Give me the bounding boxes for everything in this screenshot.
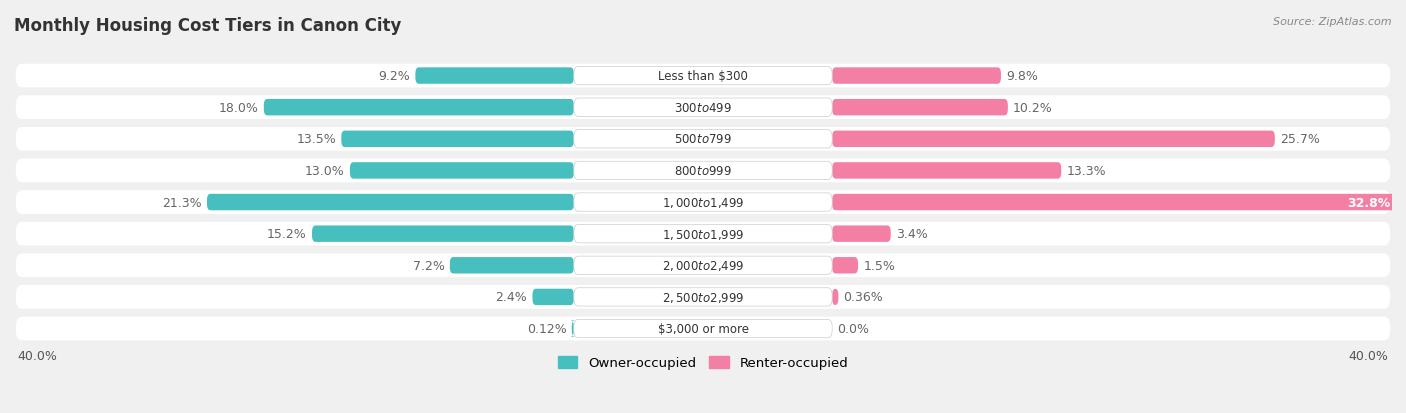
FancyBboxPatch shape xyxy=(574,225,832,243)
Text: Monthly Housing Cost Tiers in Canon City: Monthly Housing Cost Tiers in Canon City xyxy=(14,17,402,34)
Text: 18.0%: 18.0% xyxy=(219,102,259,114)
Text: 9.2%: 9.2% xyxy=(378,70,411,83)
FancyBboxPatch shape xyxy=(450,257,574,274)
Text: Less than $300: Less than $300 xyxy=(658,70,748,83)
FancyBboxPatch shape xyxy=(415,68,574,85)
FancyBboxPatch shape xyxy=(832,163,1062,179)
Text: 13.0%: 13.0% xyxy=(305,164,344,178)
Text: 0.12%: 0.12% xyxy=(527,322,567,335)
FancyBboxPatch shape xyxy=(15,285,1391,309)
FancyBboxPatch shape xyxy=(350,163,574,179)
Text: 25.7%: 25.7% xyxy=(1279,133,1320,146)
Text: 0.36%: 0.36% xyxy=(844,291,883,304)
FancyBboxPatch shape xyxy=(15,254,1391,278)
Text: $2,000 to $2,499: $2,000 to $2,499 xyxy=(662,259,744,273)
FancyBboxPatch shape xyxy=(832,131,1275,148)
Text: 7.2%: 7.2% xyxy=(413,259,444,272)
Text: Source: ZipAtlas.com: Source: ZipAtlas.com xyxy=(1274,17,1392,26)
Text: 15.2%: 15.2% xyxy=(267,228,307,241)
FancyBboxPatch shape xyxy=(832,289,838,305)
FancyBboxPatch shape xyxy=(15,222,1391,246)
FancyBboxPatch shape xyxy=(15,317,1391,341)
Legend: Owner-occupied, Renter-occupied: Owner-occupied, Renter-occupied xyxy=(558,356,848,369)
Text: 10.2%: 10.2% xyxy=(1012,102,1053,114)
FancyBboxPatch shape xyxy=(574,320,832,338)
Text: 3.4%: 3.4% xyxy=(896,228,928,241)
FancyBboxPatch shape xyxy=(574,193,832,212)
FancyBboxPatch shape xyxy=(342,131,574,148)
FancyBboxPatch shape xyxy=(574,131,832,149)
FancyBboxPatch shape xyxy=(15,128,1391,151)
Text: $2,500 to $2,999: $2,500 to $2,999 xyxy=(662,290,744,304)
Text: 0.0%: 0.0% xyxy=(838,322,869,335)
FancyBboxPatch shape xyxy=(574,288,832,306)
Text: $500 to $799: $500 to $799 xyxy=(673,133,733,146)
FancyBboxPatch shape xyxy=(264,100,574,116)
Text: 2.4%: 2.4% xyxy=(495,291,527,304)
FancyBboxPatch shape xyxy=(15,96,1391,120)
Text: 13.3%: 13.3% xyxy=(1066,164,1107,178)
FancyBboxPatch shape xyxy=(832,195,1398,211)
Text: 1.5%: 1.5% xyxy=(863,259,896,272)
FancyBboxPatch shape xyxy=(832,226,891,242)
Text: 32.8%: 32.8% xyxy=(1347,196,1391,209)
Text: 9.8%: 9.8% xyxy=(1007,70,1038,83)
Text: 21.3%: 21.3% xyxy=(162,196,202,209)
Text: 40.0%: 40.0% xyxy=(1348,349,1389,362)
Text: $3,000 or more: $3,000 or more xyxy=(658,322,748,335)
FancyBboxPatch shape xyxy=(15,191,1391,214)
FancyBboxPatch shape xyxy=(574,67,832,85)
Text: $300 to $499: $300 to $499 xyxy=(673,102,733,114)
FancyBboxPatch shape xyxy=(574,256,832,275)
FancyBboxPatch shape xyxy=(832,100,1008,116)
FancyBboxPatch shape xyxy=(207,195,574,211)
FancyBboxPatch shape xyxy=(571,320,575,337)
Text: 13.5%: 13.5% xyxy=(297,133,336,146)
FancyBboxPatch shape xyxy=(832,257,858,274)
Text: $1,500 to $1,999: $1,500 to $1,999 xyxy=(662,227,744,241)
FancyBboxPatch shape xyxy=(574,99,832,117)
Text: 40.0%: 40.0% xyxy=(17,349,58,362)
FancyBboxPatch shape xyxy=(574,162,832,180)
FancyBboxPatch shape xyxy=(312,226,574,242)
FancyBboxPatch shape xyxy=(832,68,1001,85)
FancyBboxPatch shape xyxy=(533,289,574,305)
Text: $800 to $999: $800 to $999 xyxy=(673,164,733,178)
FancyBboxPatch shape xyxy=(15,159,1391,183)
FancyBboxPatch shape xyxy=(15,64,1391,88)
Text: $1,000 to $1,499: $1,000 to $1,499 xyxy=(662,196,744,209)
